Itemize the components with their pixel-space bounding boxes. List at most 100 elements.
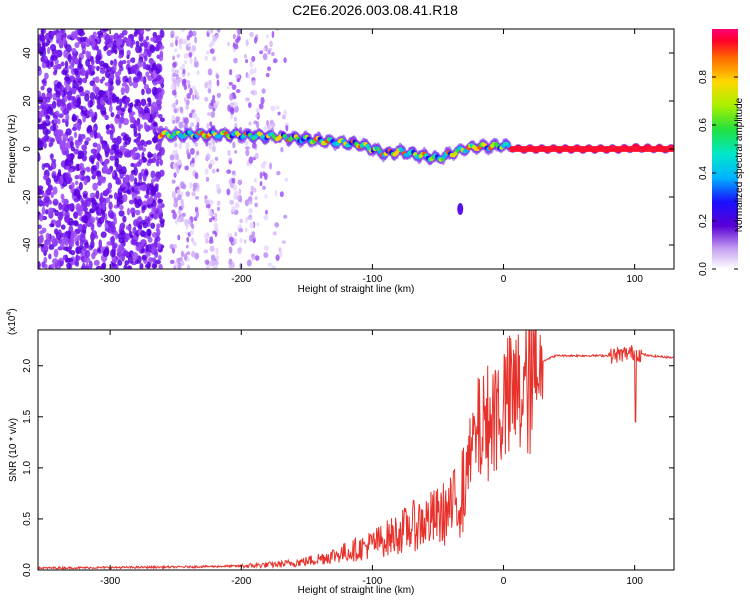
noise-speckle: [173, 48, 178, 53]
noise-speckle: [187, 83, 191, 89]
noise-speckle: [111, 43, 117, 53]
x-tick-label: 0: [501, 274, 507, 285]
noise-speckle: [258, 103, 264, 110]
noise-speckle: [283, 57, 287, 64]
noise-speckle: [260, 96, 265, 105]
noise-speckle: [254, 36, 258, 44]
noise-speckle: [148, 57, 154, 65]
noise-speckle: [263, 214, 269, 221]
noise-speckle: [104, 222, 109, 230]
noise-speckle: [84, 140, 89, 146]
noise-speckle: [234, 231, 238, 237]
noise-speckle: [205, 153, 211, 161]
noise-speckle: [232, 141, 236, 149]
noise-speckle: [38, 96, 43, 105]
noise-speckle: [189, 57, 193, 65]
noise-speckle: [77, 63, 83, 70]
noise-speckle: [245, 146, 250, 150]
noise-speckle: [52, 186, 58, 195]
noise-speckle: [259, 181, 263, 187]
noise-speckle: [133, 131, 138, 138]
noise-speckle: [191, 237, 194, 243]
noise-speckle: [43, 109, 48, 116]
noise-speckle: [48, 142, 53, 148]
noise-speckle: [62, 133, 68, 142]
noise-speckle: [136, 217, 142, 222]
noise-speckle: [174, 69, 180, 74]
noise-speckle: [184, 117, 189, 125]
noise-speckle: [98, 60, 105, 67]
noise-speckle: [81, 69, 87, 75]
noise-speckle: [100, 263, 106, 269]
noise-speckle: [150, 37, 156, 42]
noise-speckle: [247, 215, 253, 220]
noise-speckle: [255, 113, 259, 118]
noise-speckle: [73, 188, 80, 197]
noise-speckle: [114, 157, 120, 166]
noise-speckle: [49, 263, 56, 269]
noise-speckle: [237, 179, 243, 186]
noise-speckle: [216, 183, 220, 190]
noise-speckle: [106, 124, 111, 130]
noise-speckle: [85, 58, 91, 67]
noise-speckle: [248, 207, 253, 214]
noise-speckle: [107, 38, 114, 44]
noise-speckle: [119, 33, 125, 39]
noise-speckle: [157, 198, 164, 204]
noise-speckle: [90, 230, 98, 238]
noise-speckle: [40, 85, 45, 91]
noise-speckle: [62, 254, 68, 261]
noise-speckle: [64, 214, 70, 223]
noise-speckle: [74, 175, 80, 180]
noise-speckle: [236, 195, 241, 200]
noise-speckle: [233, 57, 238, 64]
noise-speckle: [172, 72, 177, 78]
noise-speckle: [186, 251, 191, 256]
noise-speckle: [92, 142, 98, 148]
noise-speckle: [43, 162, 50, 168]
noise-speckle: [234, 201, 240, 209]
noise-speckle: [65, 128, 72, 136]
noise-speckle: [48, 244, 55, 250]
noise-speckle: [211, 216, 215, 220]
noise-speckle: [229, 157, 232, 161]
noise-speckle: [86, 167, 91, 173]
noise-speckle: [172, 211, 177, 220]
noise-speckle: [145, 251, 151, 257]
noise-speckle: [134, 99, 141, 104]
noise-speckle: [92, 248, 98, 256]
noise-speckle: [126, 59, 131, 65]
noise-speckle: [177, 194, 182, 201]
noise-speckle: [64, 158, 69, 166]
noise-speckle: [216, 200, 221, 206]
noise-speckle: [63, 142, 69, 152]
noise-speckle: [194, 56, 197, 64]
noise-speckle: [185, 142, 190, 150]
colorbar-gradient: [712, 29, 738, 269]
noise-speckle: [247, 195, 253, 203]
noise-speckle: [203, 249, 209, 254]
noise-speckle: [172, 61, 177, 69]
noise-speckle: [65, 85, 72, 91]
colorbar-tick-label: 0.2: [698, 214, 709, 228]
noise-speckle: [75, 246, 82, 255]
y-tick-label: 1.5: [22, 409, 33, 423]
noise-speckle: [67, 54, 73, 63]
noise-speckle: [192, 182, 198, 189]
noise-speckle: [75, 254, 79, 263]
noise-speckle: [145, 29, 151, 32]
noise-speckle: [117, 187, 123, 197]
noise-speckle: [52, 258, 59, 265]
noise-speckle: [106, 129, 112, 135]
noise-speckle: [120, 107, 126, 112]
noise-speckle: [109, 86, 113, 96]
noise-speckle: [204, 96, 208, 102]
noise-speckle: [203, 233, 209, 240]
noise-speckle: [38, 234, 44, 244]
noise-speckle: [215, 74, 220, 80]
noise-speckle: [55, 32, 62, 41]
noise-speckle: [43, 242, 48, 252]
noise-speckle: [228, 246, 233, 254]
noise-speckle: [105, 168, 112, 175]
noise-speckle: [255, 107, 260, 113]
